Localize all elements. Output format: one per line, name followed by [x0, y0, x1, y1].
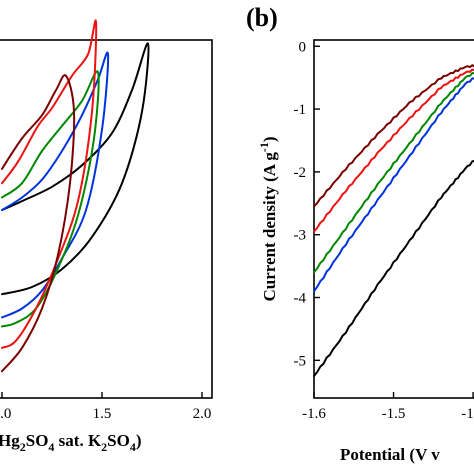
panel-b-x-tick-label: -1.5 [382, 406, 406, 422]
panel-a-frame [0, 39, 213, 399]
panel-a-series-line-2 [1, 51, 110, 319]
panel-b-y-ticks: 0 -1 -2 -3 -4 -5 [294, 39, 320, 369]
panel-b-x-ticks: -1.6 -1.5 -1.4 [302, 392, 474, 422]
panel-a-x-ticks: 1.0 1.5 2.0 [0, 392, 211, 422]
panel-a-series-line-1 [1, 42, 150, 296]
panel-b-y-tick-label: -4 [294, 291, 307, 307]
panel-b-y-tick-label: -3 [294, 228, 307, 244]
panel-b-y-tick-label: 0 [299, 39, 307, 55]
panel-b-frame [313, 39, 474, 399]
panel-a: 1.0 1.5 2.0 Hg2SO4 sat. K2SO4) [0, 19, 213, 454]
panel-a-x-tick-label: 2.0 [193, 406, 212, 422]
panel-b-y-tick-label: -2 [294, 165, 307, 181]
panel-b-x-tick-label: -1.6 [302, 406, 326, 422]
panel-b-x-axis-label: Potential (V v [340, 445, 440, 464]
panel-b: (b) -1.6 -1.5 -1.4 0 -1 -2 -3 -4 -5 Current den… [246, 3, 474, 464]
panel-b-y-tick-label: -1 [294, 102, 307, 118]
panel-a-series-line-5 [1, 74, 76, 373]
panel-a-series-line-4 [1, 19, 98, 349]
panel-b-series-line-2 [313, 77, 474, 293]
panel-b-y-axis-label: Current density (A g-1) [257, 136, 279, 301]
panel-b-series [313, 64, 474, 377]
panel-a-x-tick-label: 1.0 [0, 406, 11, 422]
panel-a-series [1, 19, 150, 373]
panel-b-series-line-5 [313, 64, 474, 208]
panel-b-x-tick-label: -1.4 [461, 406, 474, 422]
panel-b-series-line-4 [313, 68, 474, 233]
panel-a-x-axis-label: Hg2SO4 sat. K2SO4) [0, 431, 142, 454]
panel-b-series-line-3 [313, 72, 474, 274]
panel-a-x-tick-label: 1.5 [93, 406, 112, 422]
panel-b-series-line-1 [313, 159, 474, 377]
panel-b-label: (b) [246, 3, 278, 32]
panel-b-y-tick-label: -5 [294, 353, 307, 369]
